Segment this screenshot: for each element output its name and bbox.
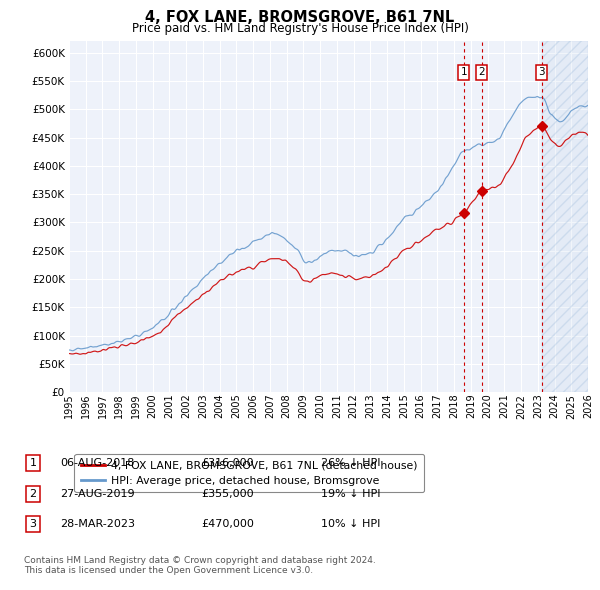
Text: 19% ↓ HPI: 19% ↓ HPI bbox=[321, 489, 380, 499]
Text: Price paid vs. HM Land Registry's House Price Index (HPI): Price paid vs. HM Land Registry's House … bbox=[131, 22, 469, 35]
Text: 26% ↓ HPI: 26% ↓ HPI bbox=[321, 458, 380, 468]
Text: 2: 2 bbox=[29, 489, 37, 499]
Text: 3: 3 bbox=[29, 519, 37, 529]
Text: 27-AUG-2019: 27-AUG-2019 bbox=[60, 489, 134, 499]
Text: £470,000: £470,000 bbox=[201, 519, 254, 529]
Text: 06-AUG-2018: 06-AUG-2018 bbox=[60, 458, 134, 468]
Bar bbox=[542, 41, 588, 392]
Text: £316,000: £316,000 bbox=[201, 458, 254, 468]
Text: 2: 2 bbox=[478, 67, 485, 77]
Text: 4, FOX LANE, BROMSGROVE, B61 7NL: 4, FOX LANE, BROMSGROVE, B61 7NL bbox=[145, 10, 455, 25]
Text: 3: 3 bbox=[538, 67, 545, 77]
Text: £355,000: £355,000 bbox=[201, 489, 254, 499]
Text: Contains HM Land Registry data © Crown copyright and database right 2024.
This d: Contains HM Land Registry data © Crown c… bbox=[24, 556, 376, 575]
Bar bbox=[542, 41, 588, 392]
Text: 10% ↓ HPI: 10% ↓ HPI bbox=[321, 519, 380, 529]
Text: 28-MAR-2023: 28-MAR-2023 bbox=[60, 519, 135, 529]
Text: 1: 1 bbox=[461, 67, 467, 77]
Text: 1: 1 bbox=[29, 458, 37, 468]
Legend: 4, FOX LANE, BROMSGROVE, B61 7NL (detached house), HPI: Average price, detached : 4, FOX LANE, BROMSGROVE, B61 7NL (detach… bbox=[74, 454, 424, 492]
